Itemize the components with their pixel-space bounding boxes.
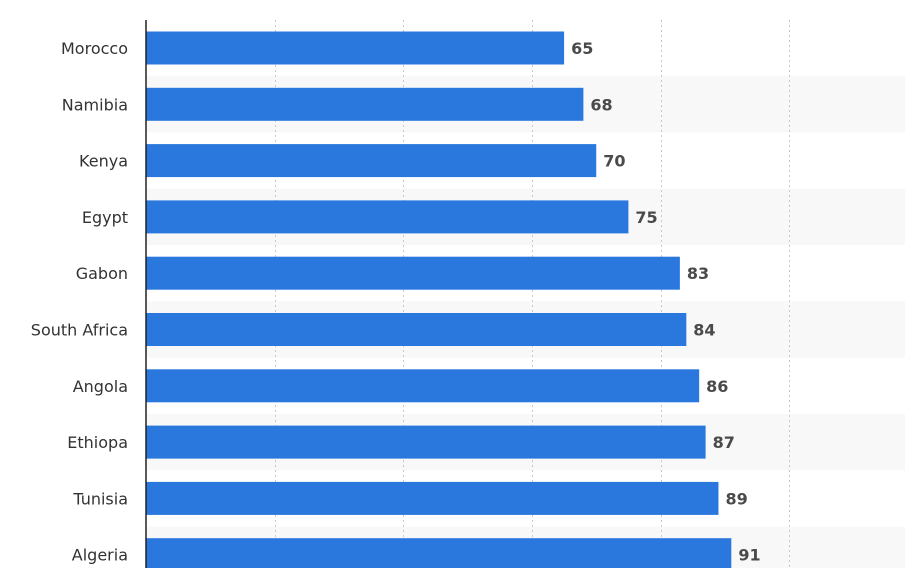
bar-ethiopa	[146, 425, 706, 459]
bar-algeria	[146, 538, 732, 568]
category-label: Namibia	[62, 95, 128, 114]
value-label: 91	[738, 546, 760, 565]
bar-tunisia	[146, 481, 719, 515]
category-labels: Morocco Namibia Kenya Egypt Gabon South Afric…	[31, 39, 128, 565]
value-label: 86	[706, 377, 728, 396]
bar-angola	[146, 369, 700, 403]
bar-morocco	[146, 31, 565, 65]
bar-namibia	[146, 87, 584, 121]
bar-kenya	[146, 144, 597, 178]
category-label: Kenya	[79, 152, 128, 171]
value-label: 68	[590, 95, 612, 114]
bar-gabon	[146, 256, 680, 290]
value-label: 89	[725, 489, 747, 508]
value-labels: 65 68 70 75 83 84 86 87 89 91	[571, 39, 761, 565]
category-label: Morocco	[61, 39, 128, 58]
value-label: 75	[635, 208, 657, 227]
value-label: 70	[603, 152, 625, 171]
category-label: Ethiopa	[67, 433, 128, 452]
category-label: Gabon	[76, 264, 128, 283]
value-label: 87	[713, 433, 735, 452]
category-label: Egypt	[82, 208, 128, 227]
bar-egypt	[146, 200, 629, 234]
value-label: 65	[571, 39, 593, 58]
value-label: 84	[693, 321, 715, 340]
bar-south-africa	[146, 313, 687, 346]
category-label: South Africa	[31, 321, 128, 340]
value-label: 83	[687, 264, 709, 283]
category-label: Algeria	[72, 546, 128, 565]
category-label: Angola	[73, 377, 128, 396]
bars	[146, 31, 732, 568]
category-label: Tunisia	[72, 489, 128, 508]
